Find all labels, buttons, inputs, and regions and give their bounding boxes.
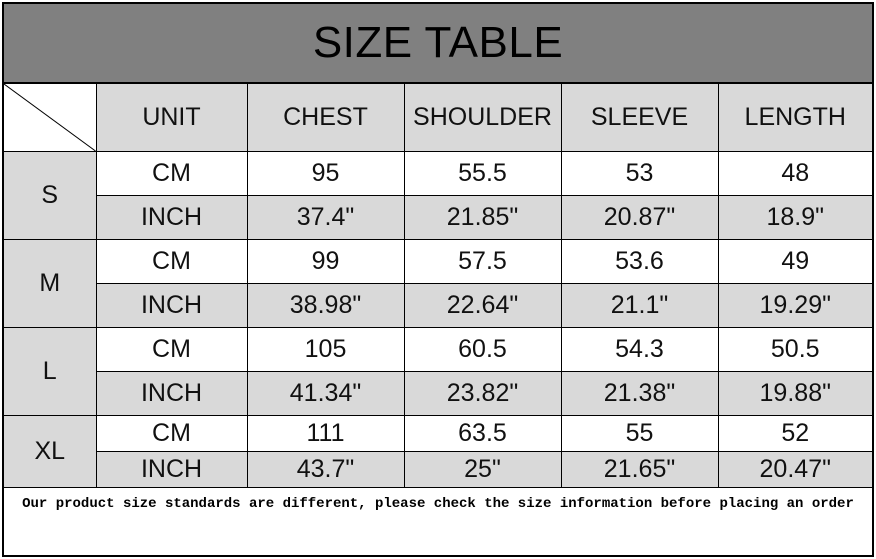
unit-cell: CM bbox=[95, 239, 248, 284]
value-cell: 54.3 bbox=[560, 327, 719, 372]
table-row: L CM 105 60.5 54.3 50.5 bbox=[4, 327, 872, 416]
value-cell: 63.5 bbox=[403, 415, 562, 452]
value-cell: 19.29" bbox=[717, 283, 872, 328]
header-sleeve: SLEEVE bbox=[560, 83, 719, 152]
unit-cell: INCH bbox=[95, 283, 248, 328]
table-row: S CM 95 55.5 53 48 bbox=[4, 151, 872, 240]
value-cell: 23.82" bbox=[403, 371, 562, 416]
unit-cell: CM bbox=[95, 415, 248, 452]
header-length: LENGTH bbox=[717, 83, 872, 152]
size-label: S bbox=[4, 151, 97, 240]
value-cell: 57.5 bbox=[403, 239, 562, 284]
value-cell: 105 bbox=[246, 327, 405, 372]
value-cell: 55.5 bbox=[403, 151, 562, 196]
value-cell: 50.5 bbox=[717, 327, 872, 372]
value-cell: 95 bbox=[246, 151, 405, 196]
table-row: INCH 38.98" 22.64" 21.1" 19.29" bbox=[4, 283, 872, 328]
table-row: INCH 41.34" 23.82" 21.38" 19.88" bbox=[4, 371, 872, 416]
value-cell: 20.87" bbox=[560, 195, 719, 240]
value-cell: 99 bbox=[246, 239, 405, 284]
diagonal-corner-cell bbox=[4, 83, 97, 152]
header-row: UNIT CHEST SHOULDER SLEEVE LENGTH bbox=[4, 83, 872, 152]
value-cell: 37.4" bbox=[246, 195, 405, 240]
value-cell: 52 bbox=[717, 415, 872, 452]
header-unit: UNIT bbox=[95, 83, 248, 152]
unit-cell: INCH bbox=[95, 371, 248, 416]
size-label: M bbox=[4, 239, 97, 328]
size-grid: UNIT CHEST SHOULDER SLEEVE LENGTH S CM 95 5… bbox=[4, 83, 872, 488]
unit-cell: CM bbox=[95, 151, 248, 196]
value-cell: 60.5 bbox=[403, 327, 562, 372]
unit-cell: CM bbox=[95, 327, 248, 372]
value-cell: 21.65" bbox=[560, 451, 719, 488]
value-cell: 53.6 bbox=[560, 239, 719, 284]
value-cell: 21.1" bbox=[560, 283, 719, 328]
value-cell: 38.98" bbox=[246, 283, 405, 328]
header-shoulder: SHOULDER bbox=[403, 83, 562, 152]
value-cell: 49 bbox=[717, 239, 872, 284]
value-cell: 25" bbox=[403, 451, 562, 488]
value-cell: 48 bbox=[717, 151, 872, 196]
value-cell: 21.38" bbox=[560, 371, 719, 416]
value-cell: 53 bbox=[560, 151, 719, 196]
header-chest: CHEST bbox=[246, 83, 405, 152]
table-row: XL CM 111 63.5 55 52 bbox=[4, 415, 872, 488]
value-cell: 43.7" bbox=[246, 451, 405, 488]
table-row: INCH 37.4" 21.85" 20.87" 18.9" bbox=[4, 195, 872, 240]
table-row: INCH 43.7" 25" 21.65" 20.47" bbox=[4, 451, 872, 488]
value-cell: 111 bbox=[246, 415, 405, 452]
value-cell: 20.47" bbox=[717, 451, 872, 488]
value-cell: 22.64" bbox=[403, 283, 562, 328]
size-label: XL bbox=[4, 415, 97, 488]
table-row: M CM 99 57.5 53.6 49 bbox=[4, 239, 872, 328]
unit-cell: INCH bbox=[95, 451, 248, 488]
value-cell: 19.88" bbox=[717, 371, 872, 416]
size-label: L bbox=[4, 327, 97, 416]
value-cell: 18.9" bbox=[717, 195, 872, 240]
value-cell: 21.85" bbox=[403, 195, 562, 240]
size-note: Our product size standards are different… bbox=[22, 496, 854, 512]
table-title: SIZE TABLE bbox=[4, 4, 872, 83]
unit-cell: INCH bbox=[95, 195, 248, 240]
value-cell: 55 bbox=[560, 415, 719, 452]
value-cell: 41.34" bbox=[246, 371, 405, 416]
